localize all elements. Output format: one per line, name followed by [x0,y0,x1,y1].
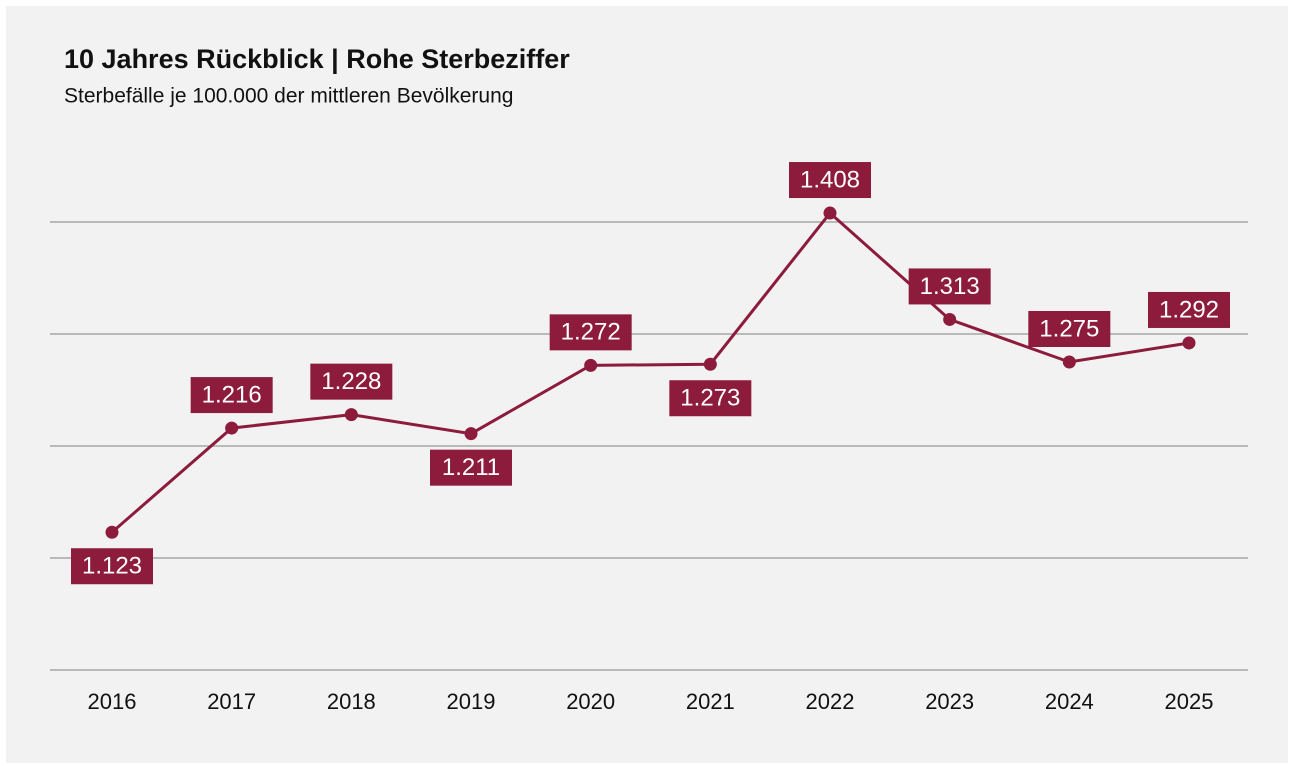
data-label: 1.408 [800,166,860,193]
label-box [310,363,393,400]
label-box [789,162,871,199]
data-point [105,525,119,539]
chart-title: 10 Jahres Rückblick | Rohe Sterbeziffer [64,44,570,74]
data-point [823,206,837,220]
data-line [111,210,1190,534]
data-point [1062,355,1076,369]
x-tick-label: 2016 [88,689,137,714]
x-tick-label: 2019 [447,689,496,714]
data-point [464,427,478,441]
label-box [71,548,153,585]
data-label: 1.273 [680,385,740,412]
data-point [584,358,598,372]
data-label: 1.216 [202,381,262,408]
label-box [1028,311,1111,347]
data-label: 1.313 [920,273,980,300]
chart-subtitle: Sterbefälle je 100.000 der mittleren Bev… [64,85,513,108]
label-box [549,314,632,351]
data-label: 1.228 [321,368,381,395]
x-tick-label: 2021 [686,689,735,714]
x-tick-label: 2025 [1165,689,1214,714]
x-tick-label: 2023 [925,689,974,714]
data-point [1182,336,1196,350]
data-label: 1.272 [561,319,621,346]
data-label: 1.275 [1039,315,1099,342]
x-tick-label: 2020 [566,689,615,714]
x-tick-label: 2017 [207,689,256,714]
data-point [344,408,358,422]
x-tick-label: 2024 [1045,689,1094,714]
x-tick-label: 2022 [806,689,855,714]
label-box [669,380,752,417]
label-box [908,268,991,305]
data-point [943,312,957,326]
data-label: 1.211 [442,454,500,481]
data-label: 1.292 [1159,296,1219,323]
label-box [430,449,512,486]
data-label: 1.123 [82,553,142,580]
data-point [225,421,239,435]
data-point [703,357,717,371]
x-tick-label: 2018 [327,689,376,714]
label-box [190,377,273,414]
label-box [1148,291,1230,328]
